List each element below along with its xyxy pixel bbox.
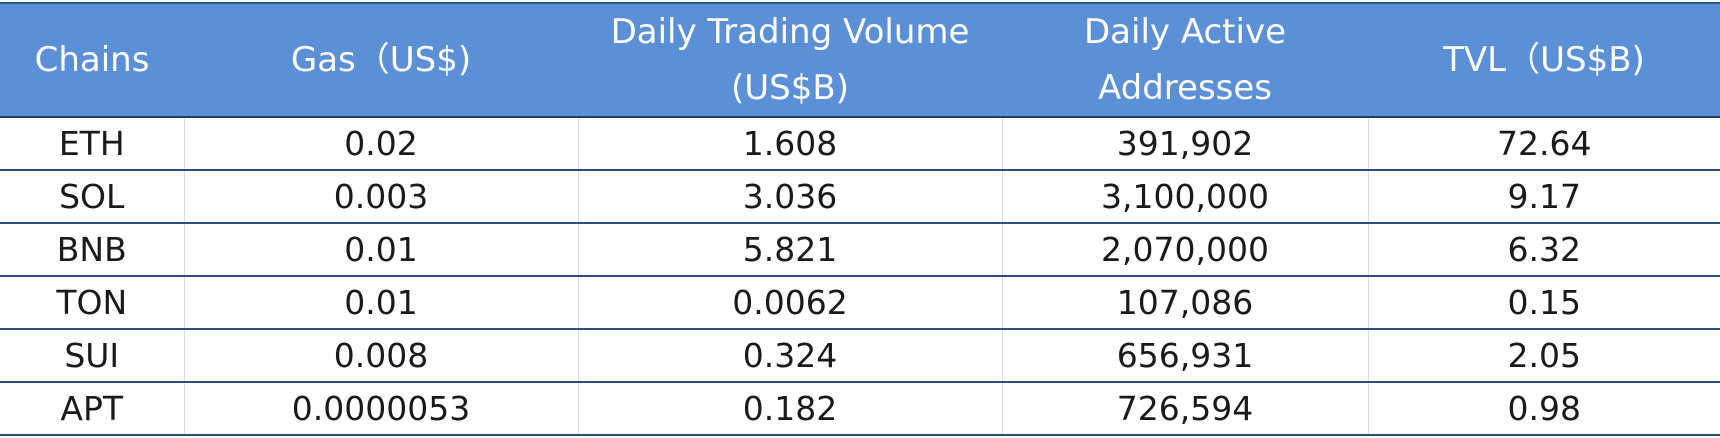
cell-chain: SOL: [0, 170, 184, 224]
cell-daily-active-addresses: 2,070,000: [1001, 223, 1368, 277]
cell-daily-trading-volume: 0.182: [577, 382, 1002, 436]
cell-daily-active-addresses: 3,100,000: [1001, 170, 1368, 224]
column-header-tvl: TVL（US$B): [1368, 2, 1720, 118]
cell-tvl: 72.64: [1367, 117, 1720, 171]
table-row: TON 0.01 0.0062 107,086 0.15: [0, 276, 1720, 330]
cell-daily-active-addresses: 391,902: [1001, 117, 1368, 171]
cell-gas: 0.008: [183, 329, 578, 383]
cell-daily-trading-volume: 3.036: [577, 170, 1002, 224]
column-header-chains: Chains: [0, 2, 184, 118]
cell-chain: APT: [0, 382, 184, 436]
table-row: BNB 0.01 5.821 2,070,000 6.32: [0, 223, 1720, 277]
header-row: Chains Gas（US$) Daily Trading Volume (US…: [0, 2, 1720, 118]
cell-gas: 0.003: [183, 170, 578, 224]
cell-daily-active-addresses: 726,594: [1001, 382, 1368, 436]
table-row: APT 0.0000053 0.182 726,594 0.98: [0, 382, 1720, 436]
cell-daily-trading-volume: 1.608: [577, 117, 1002, 171]
cell-chain: BNB: [0, 223, 184, 277]
column-header-daily-active-addresses: Daily Active Addresses: [1002, 2, 1368, 118]
cell-daily-active-addresses: 656,931: [1001, 329, 1368, 383]
table-row: SOL 0.003 3.036 3,100,000 9.17: [0, 170, 1720, 224]
column-header-gas: Gas（US$): [184, 2, 578, 118]
cell-daily-active-addresses: 107,086: [1001, 276, 1368, 330]
table-body: ETH 0.02 1.608 391,902 72.64 SOL 0.003 3.036 3,1…: [0, 117, 1720, 436]
column-header-daily-trading-volume: Daily Trading Volume (US$B): [578, 2, 1002, 118]
cell-daily-trading-volume: 0.0062: [577, 276, 1002, 330]
cell-tvl: 9.17: [1367, 170, 1720, 224]
table-row: SUI 0.008 0.324 656,931 2.05: [0, 329, 1720, 383]
cell-tvl: 6.32: [1367, 223, 1720, 277]
cell-tvl: 2.05: [1367, 329, 1720, 383]
table-row: ETH 0.02 1.608 391,902 72.64: [0, 117, 1720, 171]
cell-tvl: 0.98: [1367, 382, 1720, 436]
cell-daily-trading-volume: 5.821: [577, 223, 1002, 277]
cell-tvl: 0.15: [1367, 276, 1720, 330]
cell-gas: 0.01: [183, 276, 578, 330]
cell-gas: 0.0000053: [183, 382, 578, 436]
cell-chain: SUI: [0, 329, 184, 383]
cell-gas: 0.01: [183, 223, 578, 277]
cell-daily-trading-volume: 0.324: [577, 329, 1002, 383]
cell-chain: TON: [0, 276, 184, 330]
cell-gas: 0.02: [183, 117, 578, 171]
cell-chain: ETH: [0, 117, 184, 171]
